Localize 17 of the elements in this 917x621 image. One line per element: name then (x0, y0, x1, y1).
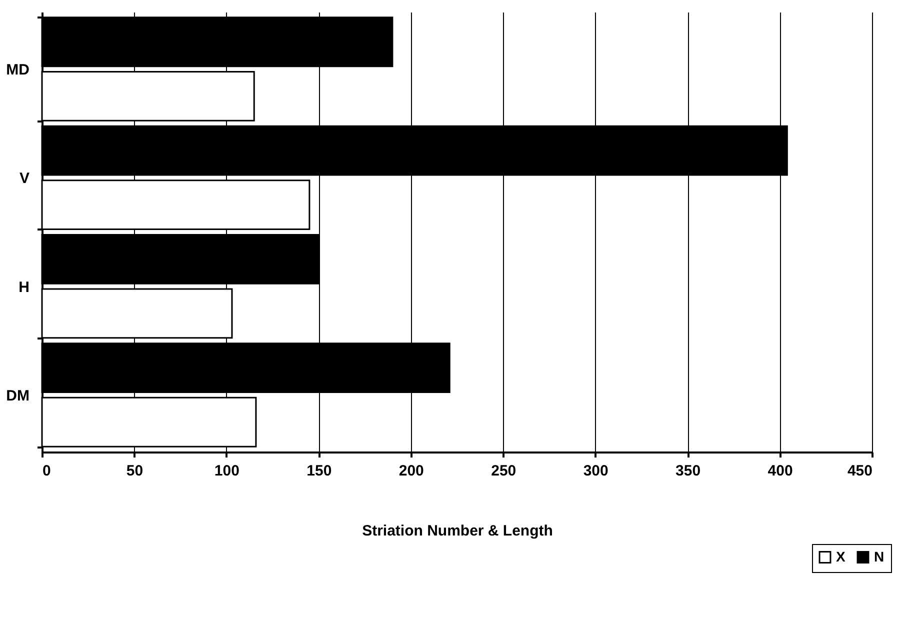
x-tick-label: 0 (42, 462, 51, 480)
y-tick-label: V (19, 170, 30, 188)
x-tick-label: 150 (306, 462, 332, 480)
x-tick-label: 300 (583, 462, 608, 480)
x-tick-label: 400 (768, 462, 793, 480)
x-tick-label: 50 (126, 462, 144, 480)
x-tick-label: 450 (847, 462, 872, 480)
y-tick-label: DM (6, 387, 30, 404)
x-tick-label: 200 (398, 462, 424, 480)
x-tick-label: 250 (491, 462, 516, 480)
legend-label: N (874, 548, 884, 564)
y-tick-label: MD (6, 62, 30, 79)
legend-label: X (836, 548, 846, 564)
y-tick-label: H (18, 278, 30, 296)
x-axis-title: Striation Number & Length (362, 522, 553, 540)
x-tick-label: 100 (214, 462, 240, 480)
x-tick-label: 350 (676, 462, 701, 480)
